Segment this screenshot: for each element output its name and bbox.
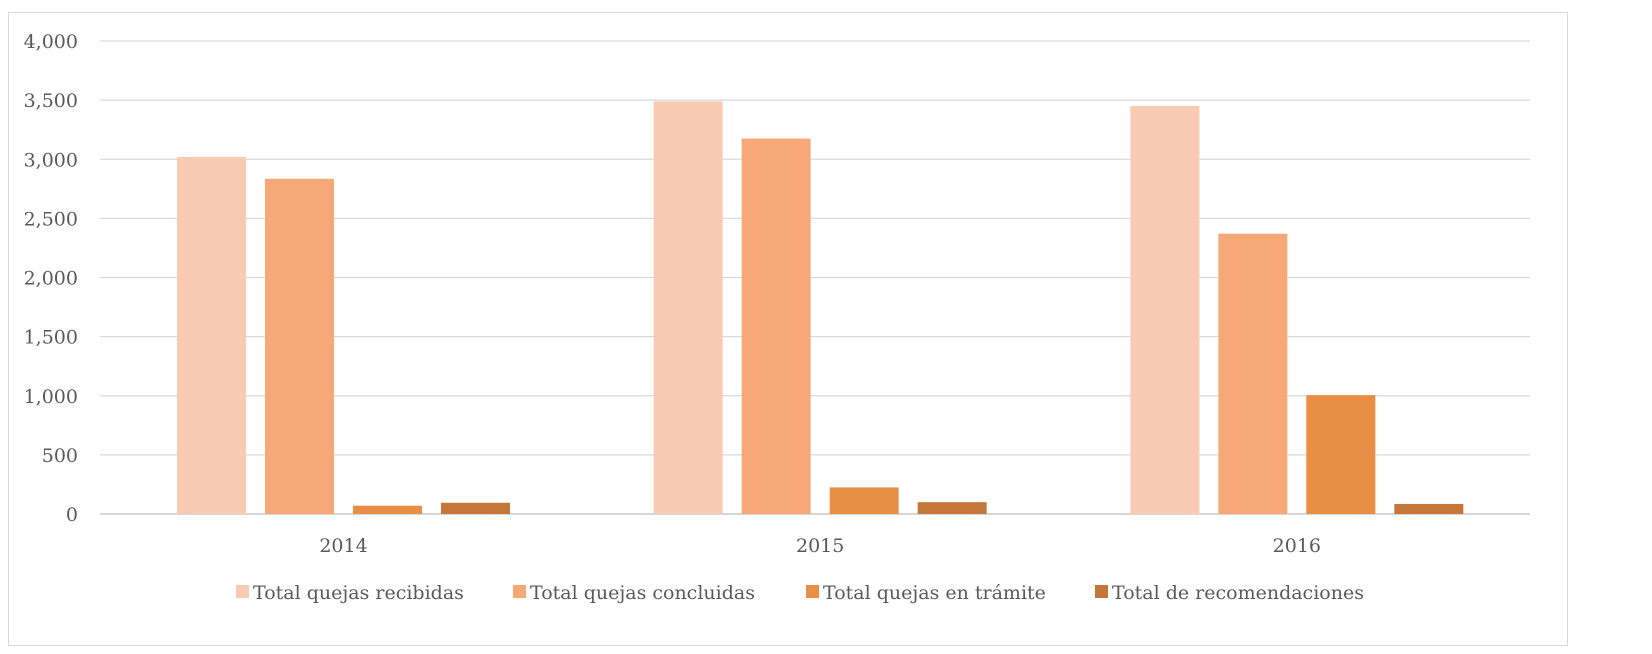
- bar: [1394, 503, 1464, 514]
- y-tick-label: 500: [42, 445, 78, 467]
- y-tick-label: 2,500: [24, 208, 78, 230]
- legend-label: Total quejas en trámite: [823, 582, 1046, 604]
- y-tick-label: 1,500: [24, 327, 78, 349]
- bar: [441, 502, 510, 514]
- x-axis-tick-labels: 2014 2015 2016: [319, 535, 1321, 557]
- legend-item: Total quejas concluidas: [513, 582, 755, 604]
- y-tick-label: 3,000: [24, 149, 78, 171]
- bar: [265, 178, 334, 515]
- x-tick-label: 2015: [796, 535, 844, 557]
- legend-item: Total de recomendaciones: [1095, 582, 1364, 604]
- y-tick-label: 3,500: [24, 90, 78, 112]
- x-tick-label: 2014: [319, 535, 367, 557]
- legend-label: Total quejas recibidas: [253, 582, 464, 604]
- gridlines: [100, 40, 1530, 515]
- bar: [917, 502, 987, 514]
- bar: [1218, 233, 1288, 514]
- legend-item: Total quejas en trámite: [806, 582, 1046, 604]
- y-tick-label: 2,000: [24, 268, 78, 290]
- bar: [829, 487, 899, 514]
- y-axis-tick-labels: 0 500 1,000 1,500 2,000 2,500 3,000 3,500 4,000: [24, 31, 78, 526]
- bars: [177, 101, 1464, 515]
- bar: [741, 138, 811, 514]
- y-tick-label: 1,000: [24, 386, 78, 408]
- legend: Total quejas recibidas Total quejas concl…: [236, 582, 1364, 604]
- bar: [177, 156, 246, 514]
- bar: [1130, 106, 1200, 514]
- y-tick-label: 0: [66, 504, 78, 526]
- x-tick-label: 2016: [1273, 535, 1321, 557]
- legend-swatch: [806, 585, 819, 598]
- bar: [1306, 395, 1376, 514]
- legend-swatch: [1095, 585, 1108, 598]
- legend-item: Total quejas recibidas: [236, 582, 464, 604]
- bar: [653, 101, 723, 515]
- legend-label: Total quejas concluidas: [530, 582, 755, 604]
- legend-swatch: [513, 585, 526, 598]
- bar: [353, 505, 422, 514]
- legend-swatch: [236, 585, 249, 598]
- legend-label: Total de recomendaciones: [1112, 582, 1364, 604]
- y-tick-label: 4,000: [24, 31, 78, 53]
